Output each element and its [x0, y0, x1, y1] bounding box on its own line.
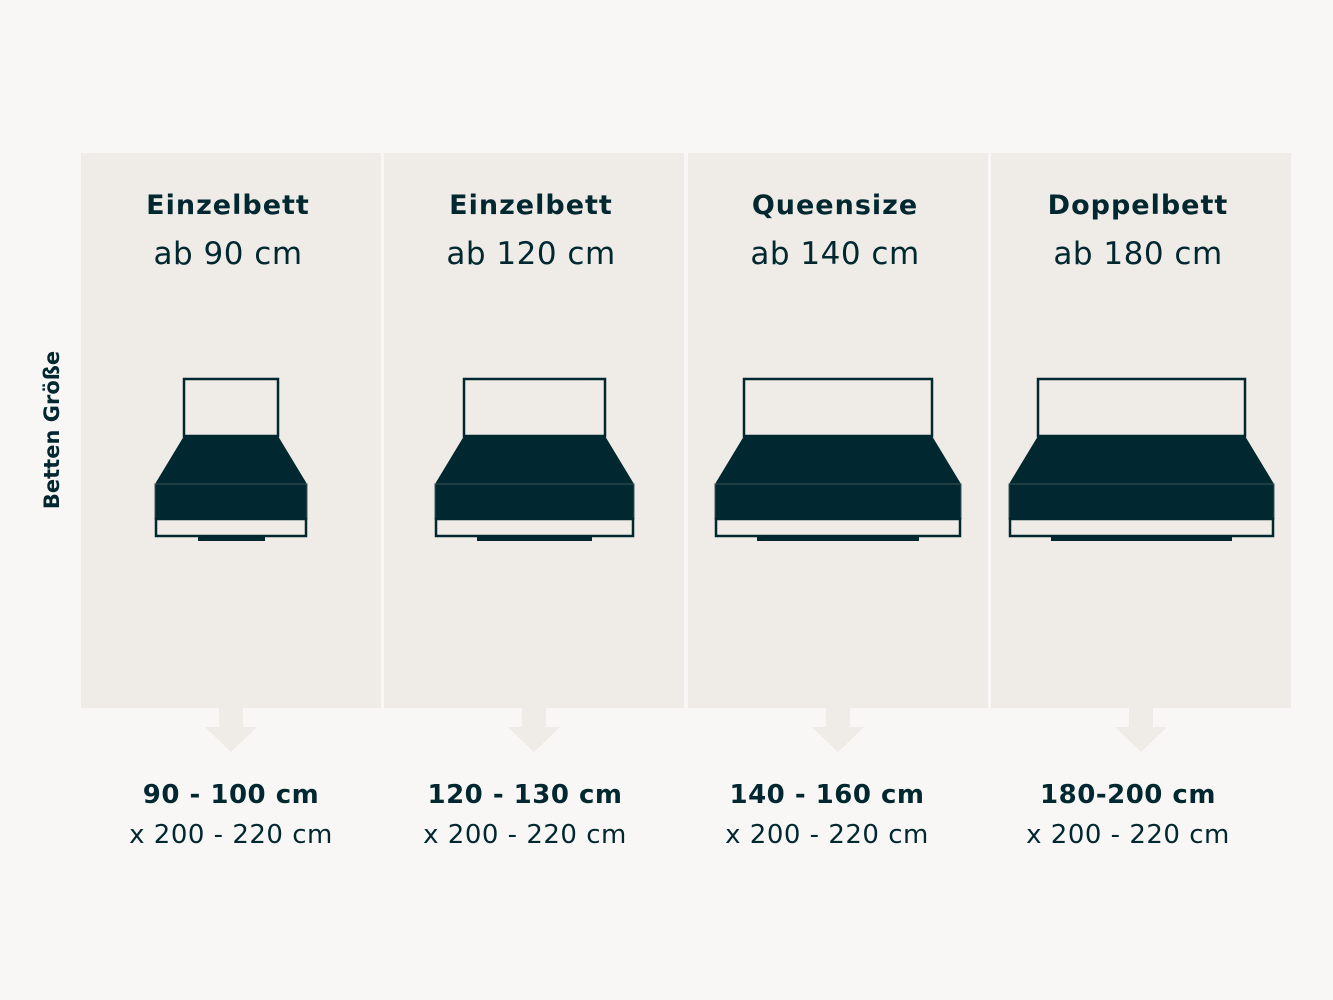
bed-title: Einzelbett	[449, 190, 613, 221]
bed-mattress-icon	[154, 483, 308, 520]
bed-headboard-icon	[462, 377, 607, 438]
bed-dimension: 140 - 160 cm	[729, 780, 925, 810]
arrow-down-icon	[205, 708, 257, 752]
bed-dimension: 120 - 130 cm	[427, 780, 623, 810]
bed-title: Einzelbett	[146, 190, 310, 221]
bed-size: ab 140 cm	[750, 236, 920, 272]
bed-mattress-icon	[714, 483, 962, 520]
bed-size: ab 120 cm	[446, 236, 616, 272]
bed-foot-icon	[1051, 536, 1232, 541]
bed-length: x 200 - 220 cm	[423, 820, 627, 850]
bed-blanket-icon	[435, 436, 634, 484]
bed-title: Queensize	[751, 190, 919, 221]
bed-size: ab 180 cm	[1053, 236, 1223, 272]
arrow-down-icon	[508, 708, 560, 752]
bed-panel-2	[384, 153, 684, 708]
bed-panel-3	[688, 153, 988, 708]
bed-frame-icon	[1008, 517, 1275, 538]
bed-headboard-icon	[742, 377, 934, 438]
bed-frame-icon	[714, 517, 962, 538]
bed-length: x 200 - 220 cm	[129, 820, 333, 850]
bed-dimension: 90 - 100 cm	[142, 780, 320, 810]
arrow-down-icon	[812, 708, 864, 752]
bed-frame-icon	[154, 517, 308, 538]
bed-foot-icon	[757, 536, 919, 541]
bed-headboard-icon	[1036, 377, 1247, 438]
bed-mattress-icon	[434, 483, 635, 520]
bed-mattress-icon	[1008, 483, 1275, 520]
bed-blanket-icon	[1009, 436, 1274, 484]
bed-panel-4	[991, 153, 1291, 708]
bed-length: x 200 - 220 cm	[1026, 820, 1230, 850]
bed-headboard-icon	[182, 377, 280, 438]
arrow-down-icon	[1115, 708, 1167, 752]
bed-foot-icon	[198, 536, 265, 541]
bed-blanket-icon	[155, 436, 307, 484]
bed-frame-icon	[434, 517, 635, 538]
bed-length: x 200 - 220 cm	[725, 820, 929, 850]
bed-dimension: 180-200 cm	[1040, 780, 1216, 810]
bed-size: ab 90 cm	[153, 236, 303, 272]
bed-title: Doppelbett	[1047, 190, 1229, 221]
bed-blanket-icon	[715, 436, 961, 484]
bed-foot-icon	[477, 536, 592, 541]
bed-panel-1	[81, 153, 381, 708]
